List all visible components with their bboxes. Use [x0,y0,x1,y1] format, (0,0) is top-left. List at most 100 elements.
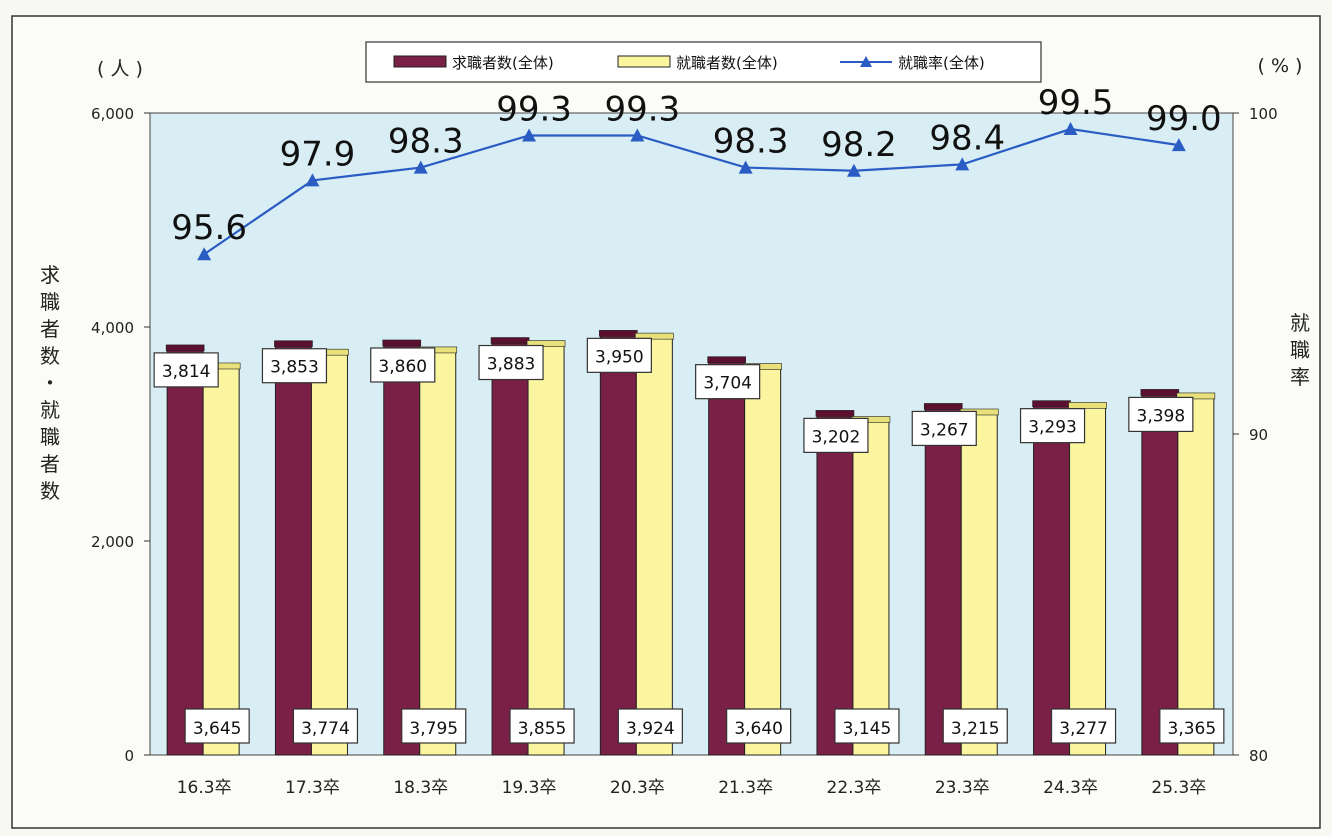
x-tick-label-2: 18.3卒 [393,778,448,798]
applicants-label-8: 3,293 [1028,418,1077,438]
bar-applicants-2 [383,341,421,756]
applicants-label-1: 3,853 [270,358,319,378]
bar-applicants-1 [274,342,312,756]
rate-marker-2 [413,160,428,174]
employed-label-3: 3,855 [518,719,567,739]
rate-marker-5 [738,160,753,174]
bar-applicants-6 [816,411,854,756]
employed-label-9: 3,365 [1168,719,1217,739]
legend-label-applicants: 求職者数(全体) [452,54,554,72]
legend-marker-rate [860,56,872,67]
legend-box [365,41,1042,83]
bar-applicants-cap-8 [1032,400,1071,407]
bar-employed-1 [310,350,348,756]
rate-marker-0 [197,247,212,261]
left-tick-label-1: 2,000 [91,533,134,551]
axes-layer: 16.3卒 17.3卒 18.3卒 19.3卒 20.3卒 21.3卒 22.3卒 23.3卒… [91,105,1278,798]
bar-applicants-8 [1033,402,1071,756]
applicants-label-box-7 [911,410,977,447]
employed-label-box-7 [942,708,1008,744]
applicants-label-6: 3,202 [812,427,861,447]
applicants-label-box-8 [1019,408,1086,444]
bar-applicants-cap-5 [707,356,746,363]
x-tick-label-3: 19.3卒 [502,778,557,798]
bar-applicants-cap-0 [165,344,205,352]
rate-label-9: 99.0 [1146,99,1222,139]
x-tick-label-6: 22.3卒 [827,778,882,798]
rate-label-8: 99.5 [1038,83,1114,123]
rate-label-6: 98.2 [821,125,897,165]
bar-employed-5 [744,365,782,756]
employed-label-4: 3,924 [626,719,675,739]
bar-employed-cap-9 [1176,392,1216,400]
labels-layer: 3,814 3,645 3,853 3,774 3,860 3,795 3,883 3,855… [153,83,1225,744]
legend-label-rate: 就職率(全体) [898,54,985,72]
bar-employed-6 [852,417,890,756]
rate-label-7: 98.4 [929,118,1005,158]
applicants-label-box-0 [153,352,219,388]
left-tick-label-2: 4,000 [91,319,134,337]
rate-label-4: 99.3 [604,89,680,129]
applicants-label-box-4 [586,337,652,373]
legend: 求職者数(全体) 就職者数(全体) 就職率(全体) [365,41,1042,83]
applicants-label-7: 3,267 [920,420,969,440]
bar-applicants-0 [166,346,204,756]
applicants-label-box-1 [261,348,328,384]
employed-label-2: 3,795 [409,719,458,739]
employed-label-box-8 [1050,708,1117,744]
employed-label-box-3 [509,708,575,744]
bar-employed-cap-4 [635,332,674,340]
x-tick-label-1: 17.3卒 [285,778,340,798]
rate-label-0: 95.6 [171,208,247,248]
bar-employed-0 [202,364,240,756]
applicants-label-box-9 [1128,396,1194,433]
applicants-label-box-2 [370,347,436,383]
bar-applicants-cap-1 [274,340,313,348]
right-tick-label-0: 80 [1249,747,1268,765]
rate-line [203,127,1180,256]
employed-label-box-9 [1159,708,1225,744]
employed-label-5: 3,640 [734,719,783,739]
bar-employed-9 [1177,394,1215,756]
applicants-label-9: 3,398 [1137,406,1186,426]
bar-applicants-cap-4 [599,330,638,337]
applicants-label-5: 3,704 [703,374,752,394]
bar-employed-cap-3 [526,340,566,347]
bar-applicants-cap-6 [815,410,855,417]
x-tick-label-0: 16.3卒 [177,778,232,798]
x-tick-label-4: 20.3卒 [610,778,665,798]
employed-label-box-4 [617,708,683,744]
applicants-label-box-5 [695,364,761,400]
bars-layer [165,330,1216,756]
bar-applicants-3 [491,339,529,756]
bar-applicants-5 [708,358,746,756]
employed-label-box-6 [834,708,900,744]
left-axis-title: 求職者数・就職者数 [40,263,60,503]
employed-label-7: 3,215 [951,719,1000,739]
bar-applicants-7 [924,404,962,756]
applicants-label-0: 3,814 [162,362,211,382]
x-tick-label-8: 24.3卒 [1043,778,1098,798]
left-tick-label-0: 0 [124,747,134,765]
rate-marker-7 [955,157,970,171]
x-tick-label-9: 25.3卒 [1151,778,1206,798]
rate-marker-4 [630,128,645,142]
rate-marker-3 [522,128,537,142]
bar-applicants-cap-7 [923,403,963,410]
applicants-label-box-3 [478,344,544,381]
employed-label-6: 3,145 [843,719,892,739]
x-tick-label-7: 23.3卒 [935,778,990,798]
rate-marker-8 [1063,122,1078,136]
bar-employed-4 [635,334,673,756]
line-layer [197,122,1186,261]
right-axis-title: 就職率 [1290,311,1310,389]
legend-swatch-employed [617,55,671,68]
left-tick-label-3: 6,000 [91,105,134,123]
left-axis-title-text: 求職者数・就職者数 [40,263,60,503]
rate-marker-9 [1171,138,1186,152]
employed-label-box-5 [726,708,792,744]
employed-label-8: 3,277 [1059,719,1108,739]
left-axis-unit: ( 人 ) [97,58,143,80]
